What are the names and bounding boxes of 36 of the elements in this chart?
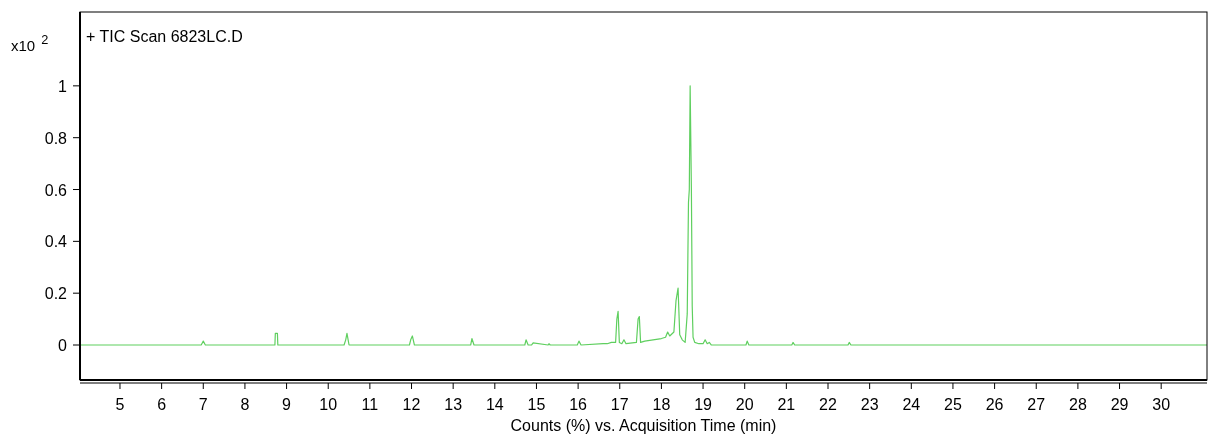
x-tick-label: 26 — [985, 396, 1004, 413]
y-tick-label: 0 — [58, 337, 68, 355]
x-tick-label: 29 — [1110, 396, 1129, 413]
x-tick-label: 5 — [115, 396, 125, 413]
x-tick-label: 25 — [944, 396, 962, 413]
x-tick-label: 19 — [694, 396, 713, 413]
x-tick-label: 14 — [485, 396, 504, 413]
x-tick-label: 9 — [282, 396, 292, 413]
x-tick-label: 24 — [902, 396, 921, 413]
x-tick-label: 18 — [652, 396, 671, 413]
x-tick-label: 10 — [319, 396, 338, 413]
y-tick-label: 1 — [58, 77, 68, 95]
x-tick-label: 7 — [198, 396, 208, 413]
x-tick-label: 23 — [860, 396, 879, 413]
x-tick-label: 12 — [402, 396, 421, 413]
y-tick-label: 0.4 — [44, 233, 68, 251]
line-series — [79, 85, 1208, 346]
x-tick-label: 21 — [777, 396, 796, 413]
y-tick-label: 0.6 — [44, 181, 68, 199]
x-tick-label: 8 — [240, 396, 250, 413]
y-tick-label: 0.8 — [44, 129, 68, 147]
x-tick-label: 30 — [1152, 396, 1171, 413]
x-tick-label: 13 — [444, 396, 463, 413]
x-tick-label: 11 — [361, 396, 379, 413]
x-tick-label: 15 — [527, 396, 546, 413]
y-axis-title: x10$^{2}$ — [11, 31, 49, 54]
x-tick-label: 20 — [735, 396, 754, 413]
x-tick-label: 6 — [157, 396, 167, 413]
x-tick-label: 28 — [1068, 396, 1087, 413]
x-tick-label: 17 — [610, 396, 629, 413]
x-tick-label: 16 — [569, 396, 588, 413]
text: + TIC Scan 6823LC.D — [86, 28, 243, 45]
x-tick-label: 22 — [819, 396, 837, 413]
x-axis-title: Counts (%) vs. Acquisition Time (min) — [510, 417, 777, 434]
x-tick-label: 27 — [1027, 396, 1046, 413]
y-tick-label: 0.2 — [44, 285, 68, 303]
